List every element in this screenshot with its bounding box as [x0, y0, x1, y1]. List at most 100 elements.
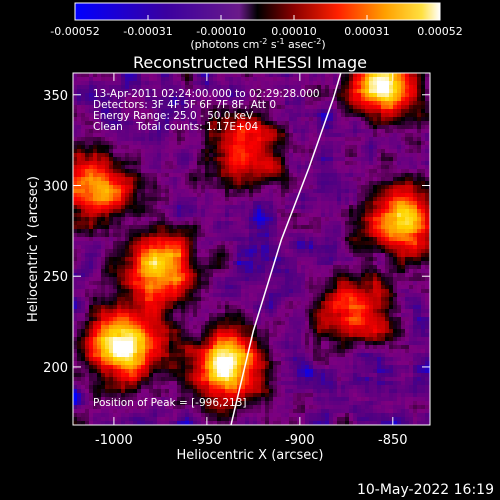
heatmap-cell — [397, 245, 402, 250]
heatmap-cell — [93, 173, 98, 178]
heatmap-cell — [381, 285, 386, 290]
heatmap-cell — [153, 197, 158, 202]
heatmap-cell — [349, 113, 354, 118]
heatmap-cell — [357, 89, 362, 94]
heatmap-cell — [337, 141, 342, 146]
heatmap-cell — [121, 97, 126, 102]
heatmap-cell — [137, 181, 142, 186]
heatmap-cell — [369, 77, 374, 82]
heatmap-cell — [141, 205, 146, 210]
heatmap-cell — [85, 185, 90, 190]
heatmap-cell — [85, 237, 90, 242]
heatmap-cell — [309, 113, 314, 118]
heatmap-cell — [269, 181, 274, 186]
heatmap-cell — [225, 137, 230, 142]
heatmap-cell — [101, 141, 106, 146]
heatmap-cell — [401, 253, 406, 258]
heatmap-cell — [97, 145, 102, 150]
heatmap-cell — [377, 97, 382, 102]
heatmap-cell — [301, 177, 306, 182]
heatmap-cell — [289, 105, 294, 110]
heatmap-cell — [193, 129, 198, 134]
heatmap-cell — [265, 269, 270, 274]
heatmap-cell — [309, 101, 314, 106]
heatmap-cell — [201, 281, 206, 286]
heatmap-cell — [377, 157, 382, 162]
heatmap-cell — [313, 133, 318, 138]
heatmap-cell — [373, 193, 378, 198]
heatmap-cell — [89, 265, 94, 270]
heatmap-cell — [269, 105, 274, 110]
heatmap-cell — [85, 189, 90, 194]
heatmap-cell — [333, 141, 338, 146]
heatmap-cell — [205, 261, 210, 266]
heatmap-cell — [125, 101, 130, 106]
heatmap-cell — [93, 209, 98, 214]
heatmap-cell — [157, 125, 162, 130]
heatmap-cell — [261, 205, 266, 210]
heatmap-cell — [173, 125, 178, 130]
heatmap-cell — [257, 125, 262, 130]
heatmap-cell — [205, 141, 210, 146]
heatmap-cell — [157, 217, 162, 222]
heatmap-cell — [369, 129, 374, 134]
heatmap-cell — [113, 109, 118, 114]
heatmap-cell — [397, 269, 402, 274]
heatmap-cell — [329, 81, 334, 86]
heatmap-cell — [353, 245, 358, 250]
heatmap-cell — [193, 273, 198, 278]
heatmap-cell — [77, 293, 82, 298]
heatmap-cell — [173, 265, 178, 270]
heatmap-cell — [241, 213, 246, 218]
heatmap-cell — [357, 261, 362, 266]
heatmap-cell — [241, 189, 246, 194]
heatmap-cell — [317, 289, 322, 294]
heatmap-cell — [261, 125, 266, 130]
heatmap-cell — [253, 129, 258, 134]
heatmap-cell — [305, 113, 310, 118]
heatmap-cell — [317, 121, 322, 126]
heatmap-cell — [245, 241, 250, 246]
heatmap-cell — [105, 173, 110, 178]
heatmap-cell — [233, 185, 238, 190]
heatmap-cell — [409, 193, 414, 198]
heatmap-cell — [321, 217, 326, 222]
heatmap-cell — [181, 137, 186, 142]
heatmap-cell — [129, 117, 134, 122]
heatmap-cell — [309, 145, 314, 150]
heatmap-cell — [405, 193, 410, 198]
heatmap-cell — [389, 277, 394, 282]
heatmap-cell — [205, 253, 210, 258]
heatmap-cell — [297, 269, 302, 274]
heatmap-cell — [125, 153, 130, 158]
heatmap-cell — [89, 217, 94, 222]
heatmap-cell — [189, 181, 194, 186]
heatmap-cell — [421, 109, 426, 114]
heatmap-cell — [333, 193, 338, 198]
heatmap-cell — [197, 161, 202, 166]
heatmap-cell — [329, 233, 334, 238]
heatmap-cell — [425, 73, 430, 78]
heatmap-cell — [137, 245, 142, 250]
heatmap-cell — [265, 241, 270, 246]
heatmap-cell — [257, 105, 262, 110]
heatmap-cell — [133, 241, 138, 246]
heatmap-cell — [249, 217, 254, 222]
heatmap-cell — [257, 141, 262, 146]
heatmap-cell — [385, 93, 390, 98]
heatmap-cell — [233, 269, 238, 274]
heatmap-cell — [77, 165, 82, 170]
heatmap-cell — [205, 121, 210, 126]
heatmap-cell — [85, 217, 90, 222]
heatmap-cell — [133, 285, 138, 290]
heatmap-cell — [285, 265, 290, 270]
heatmap-cell — [325, 173, 330, 178]
heatmap-cell — [241, 273, 246, 278]
heatmap-cell — [421, 121, 426, 126]
heatmap-cell — [409, 101, 414, 106]
heatmap-cell — [361, 109, 366, 114]
heatmap-cell — [373, 129, 378, 134]
heatmap-cell — [101, 129, 106, 134]
heatmap-cell — [133, 153, 138, 158]
heatmap-cell — [181, 293, 186, 298]
